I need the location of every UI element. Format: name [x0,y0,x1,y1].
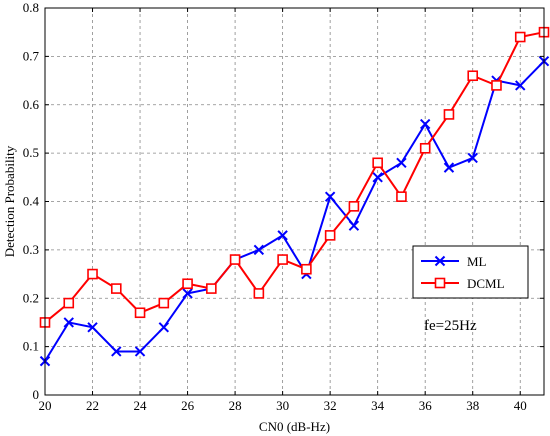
data-point-dcml [372,157,383,169]
x-tick-label: 22 [86,398,99,413]
y-axis-label: Detection Probability [2,145,17,257]
data-point-dcml [253,288,265,299]
x-axis-label: CN0 (dB-Hz) [259,419,330,434]
tick-labels: 20 22 24 26 28 30 32 34 36 38 40 0 0.1 0.2 0.3 0.4 0.5 0.… [23,0,544,413]
data-point-ml [134,346,146,357]
data-point-ml [467,152,478,164]
y-tick-label: 0.2 [23,290,39,305]
legend-box [412,245,529,299]
data-point-dcml [182,278,193,290]
annotation-fe: fe=25Hz [424,318,477,334]
x-tick-label: 36 [419,398,433,413]
y-tick-label: 0.5 [23,145,39,160]
data-point-dcml [134,307,146,319]
x-tick-label: 28 [229,398,242,413]
legend: ML DCML [412,245,529,299]
data-point-dcml [206,283,217,294]
series-dcml [39,26,550,328]
data-point-ml [182,288,193,299]
series-line-dcml [44,31,545,324]
data-point-ml [324,191,336,202]
x-tick-label: 40 [514,398,527,413]
y-tick-label: 0.3 [23,242,39,257]
grid [44,7,544,396]
data-point-dcml [348,201,360,212]
data-point-dcml [229,254,241,265]
data-point-dcml [467,70,479,82]
data-point-dcml [396,191,407,202]
x-tick-label: 26 [181,398,195,413]
data-point-ml [443,162,455,173]
data-point-dcml [87,268,98,280]
data-point-dcml [301,263,312,275]
legend-label-ml: ML [467,254,487,269]
data-point-ml [348,220,360,231]
legend-marker-ml [434,255,446,267]
data-point-ml [87,322,98,333]
y-tick-label: 0.8 [23,0,39,15]
x-tick-label: 38 [466,398,479,413]
x-tick-label: 34 [371,398,385,413]
legend-label-dcml: DCML [467,276,505,291]
series-layer [39,26,550,367]
data-point-dcml [443,109,455,120]
data-point-dcml [277,254,288,265]
y-tick-label: 0.6 [23,97,40,112]
data-point-ml [419,118,431,130]
x-tick-label: 20 [39,398,52,413]
series-line-ml [44,60,545,362]
y-tick-label: 0 [33,387,40,402]
data-point-ml [253,244,265,256]
y-tick-label: 0.4 [23,194,40,209]
data-point-ml [515,80,526,91]
data-point-dcml [63,297,75,309]
x-tick-label: 30 [276,398,289,413]
data-point-ml [63,317,74,328]
data-point-dcml [514,31,526,43]
y-tick-label: 0.1 [23,339,39,354]
data-point-dcml [419,142,431,154]
data-point-dcml [158,297,170,309]
x-tick-label: 32 [324,398,337,413]
data-point-ml [111,346,122,357]
y-tick-label: 0.7 [23,48,40,63]
data-point-dcml [324,230,336,241]
data-point-ml [372,172,383,183]
legend-marker-dcml [434,277,446,289]
data-point-ml [158,322,170,333]
data-point-dcml [110,283,122,294]
x-tick-label: 24 [134,398,148,413]
data-point-dcml [491,80,502,91]
data-point-ml [396,157,407,169]
data-point-ml [277,230,288,241]
